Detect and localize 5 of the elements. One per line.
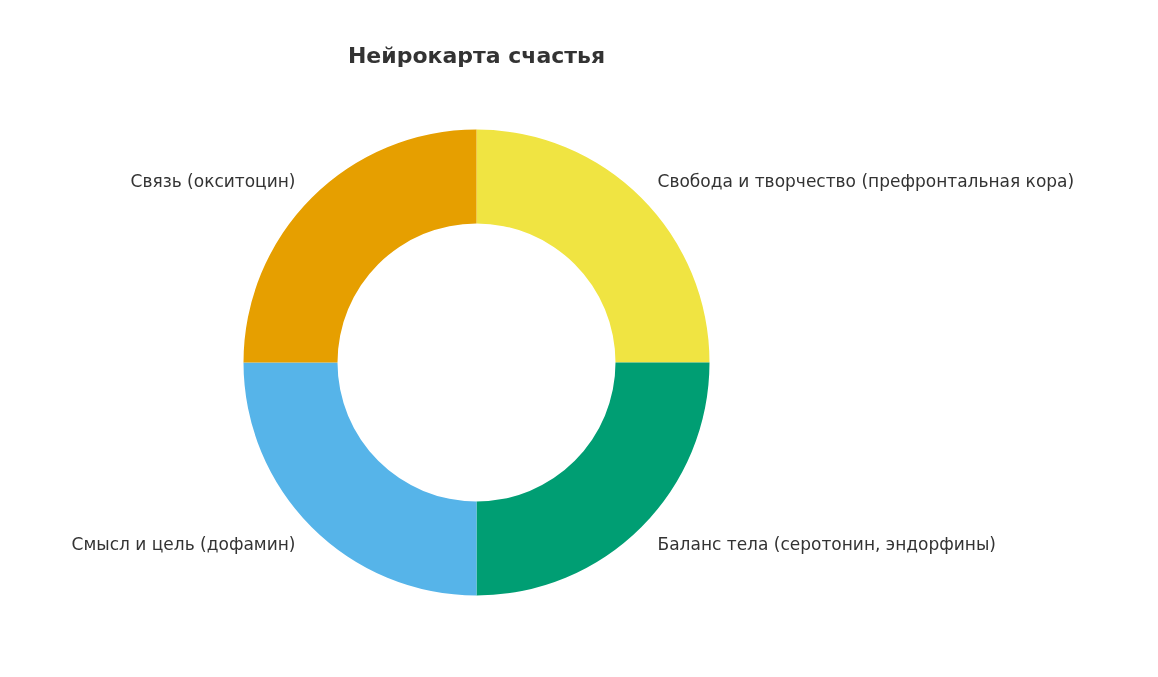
slice-label: Связь (окситоцин) xyxy=(130,171,296,192)
slice-label: Свобода и творчество (префронтальная кора) xyxy=(657,171,1075,192)
slice-label: Смысл и цель (дофамин) xyxy=(71,533,296,554)
chart-title: Нейрокарта счастья xyxy=(347,43,606,68)
slice-label: Баланс тела (серотонин, эндорфины) xyxy=(657,533,996,554)
